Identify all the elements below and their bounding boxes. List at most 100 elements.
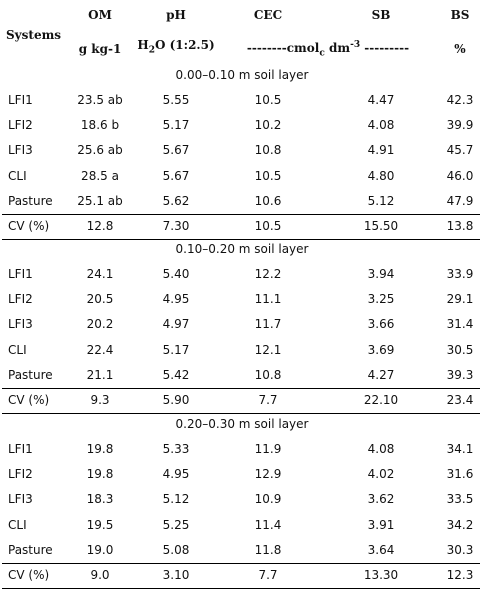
cell-bs: 33.9: [446, 267, 474, 281]
cell-cec: 7.7: [258, 393, 278, 407]
cell-bs: 31.4: [446, 317, 474, 332]
cell-sb: 3.69: [367, 342, 395, 357]
cell-ph: 5.33: [162, 442, 190, 456]
cell-ph: 7.30: [162, 219, 190, 233]
section-title: 0.20–0.30 m soil layer: [175, 417, 309, 431]
cell-cec: 10.5: [254, 93, 282, 107]
cell-sb: 4.08: [367, 442, 395, 456]
cell-cec: 10.8: [254, 367, 282, 382]
cell-ph: 5.17: [162, 342, 190, 357]
section-title: 0.10–0.20 m soil layer: [175, 242, 309, 256]
cell-om: 18.6 b: [80, 118, 120, 133]
cell-om: 18.3: [86, 492, 114, 507]
cell-ph: 3.10: [162, 568, 190, 582]
cell-ph: 5.90: [162, 393, 190, 407]
cell-bs: 31.6: [446, 467, 474, 482]
cell-om: 20.5: [86, 292, 114, 307]
cell-om: 12.8: [86, 219, 114, 233]
cell-bs: 33.5: [446, 492, 474, 507]
cell-bs: 34.2: [446, 517, 474, 532]
cell-system: LFI1: [8, 93, 33, 107]
cell-sb: 3.62: [367, 492, 395, 507]
cell-cec: 11.1: [254, 292, 282, 307]
cell-bs: 13.8: [446, 219, 474, 233]
cell-ph: 5.25: [162, 517, 190, 532]
cell-ph: 5.08: [162, 542, 190, 557]
cell-ph: 5.62: [162, 193, 190, 208]
cell-bs: 30.5: [446, 342, 474, 357]
cell-om: 19.0: [86, 542, 114, 557]
cell-cec: 11.4: [254, 517, 282, 532]
cell-system: CV (%): [8, 219, 50, 233]
cell-cec: 12.2: [254, 267, 282, 281]
cell-system: CV (%): [8, 568, 50, 582]
cell-cec: 10.2: [254, 118, 282, 133]
cell-sb: 3.94: [367, 267, 395, 281]
cell-system: LFI2: [8, 292, 33, 307]
cell-cec: 12.1: [254, 342, 282, 357]
cell-cec: 10.5: [254, 219, 282, 233]
cell-bs: 45.7: [446, 143, 474, 158]
cell-sb: 3.66: [367, 317, 395, 332]
cv-divider: [2, 214, 480, 215]
cell-sb: 5.12: [367, 193, 395, 208]
cell-bs: 42.3: [446, 93, 474, 107]
cell-bs: 23.4: [446, 393, 474, 407]
cell-cec: 10.6: [254, 193, 282, 208]
cell-sb: 4.80: [367, 168, 395, 183]
header-ph: pH: [166, 8, 186, 22]
cell-om: 9.0: [90, 568, 110, 582]
cell-sb: 4.91: [367, 143, 395, 158]
unit-ph: H2O (1:2.5): [137, 38, 215, 56]
cell-ph: 4.95: [162, 467, 190, 482]
section-divider: [2, 413, 480, 414]
cell-cec: 11.7: [254, 317, 282, 332]
cell-bs: 39.9: [446, 118, 474, 133]
cell-om: 25.6 ab: [77, 143, 123, 158]
cell-om: 19.8: [86, 467, 114, 482]
cv-divider: [2, 388, 480, 389]
cell-sb: 4.08: [367, 118, 395, 133]
cell-sb: 3.25: [367, 292, 395, 307]
cell-sb: 13.30: [363, 568, 399, 582]
cell-ph: 5.67: [162, 143, 190, 158]
section-divider: [2, 239, 480, 240]
section-divider: [2, 588, 480, 589]
cell-system: LFI3: [8, 143, 33, 158]
cv-divider: [2, 563, 480, 564]
cell-bs: 47.9: [446, 193, 474, 208]
header-om: OM: [88, 8, 112, 22]
cell-sb: 3.64: [367, 542, 395, 557]
cell-ph: 5.40: [162, 267, 190, 281]
cell-cec: 10.5: [254, 168, 282, 183]
cell-bs: 34.1: [446, 442, 474, 456]
cell-cec: 7.7: [258, 568, 278, 582]
unit-om: g kg-1: [78, 42, 122, 56]
header-cec: CEC: [253, 8, 283, 22]
unit-bs: %: [454, 42, 466, 56]
cell-bs: 12.3: [446, 568, 474, 582]
cell-om: 20.2: [86, 317, 114, 332]
cell-om: 9.3: [90, 393, 110, 407]
cell-system: LFI3: [8, 492, 33, 507]
header-systems: Systems: [6, 28, 62, 42]
cell-system: LFI1: [8, 442, 33, 456]
cell-sb: 22.10: [363, 393, 399, 407]
cell-ph: 4.97: [162, 317, 190, 332]
cell-system: CLI: [8, 342, 27, 357]
cell-cec: 12.9: [254, 467, 282, 482]
cell-system: CLI: [8, 517, 27, 532]
cell-cec: 10.8: [254, 143, 282, 158]
cell-sb: 3.91: [367, 517, 395, 532]
cell-ph: 5.67: [162, 168, 190, 183]
cell-bs: 39.3: [446, 367, 474, 382]
cell-cec: 10.9: [254, 492, 282, 507]
cell-ph: 4.95: [162, 292, 190, 307]
cell-sb: 4.27: [367, 367, 395, 382]
cell-system: CV (%): [8, 393, 50, 407]
cell-system: LFI2: [8, 467, 33, 482]
cell-om: 19.5: [86, 517, 114, 532]
cell-om: 23.5 ab: [77, 93, 123, 107]
cell-om: 22.4: [86, 342, 114, 357]
cell-system: LFI2: [8, 118, 33, 133]
